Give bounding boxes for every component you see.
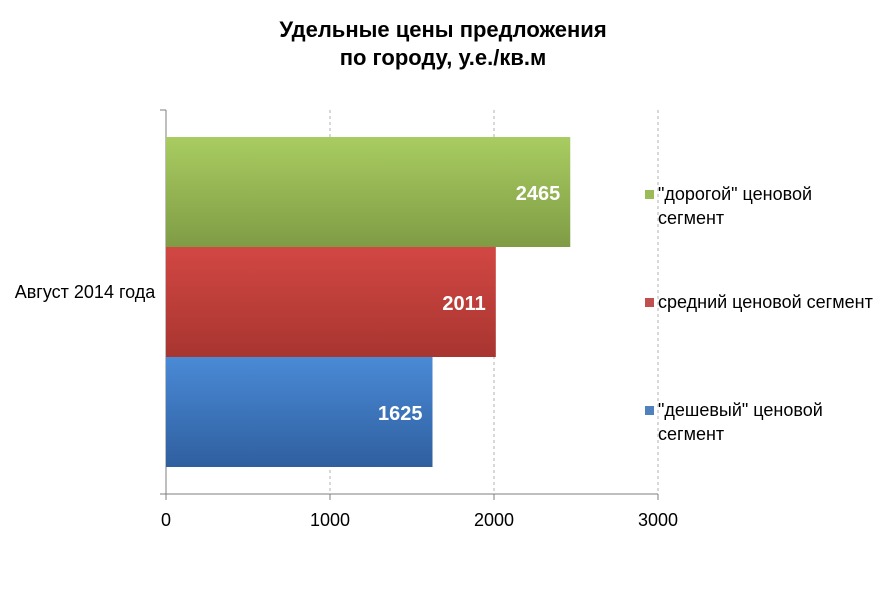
legend-swatch-cheap: [645, 406, 654, 415]
x-tick-label-1000: 1000: [310, 510, 350, 530]
data-labels: 2465 2011 1625: [378, 183, 560, 425]
chart-title-line-1: Удельные цены предложения: [279, 17, 607, 42]
x-tick-label-3000: 3000: [638, 510, 678, 530]
chart-title-line-2: по городу, у.е./кв.м: [339, 45, 547, 70]
bar-medium: [166, 247, 496, 357]
x-tick-labels: 0 1000 2000 3000: [161, 510, 678, 530]
data-label-medium: 2011: [442, 293, 485, 315]
legend-label-medium: средний ценовой сегмент: [658, 292, 873, 312]
legend-swatch-expensive: [645, 190, 654, 199]
data-label-cheap: 1625: [378, 403, 423, 425]
data-label-expensive: 2465: [516, 183, 561, 205]
category-label: Август 2014 года: [14, 282, 156, 302]
legend-label-cheap: "дешевый" ценовой сегмент: [658, 400, 823, 444]
chart-title: Удельные цены предложения по городу, у.е…: [0, 16, 886, 72]
x-tick-label-2000: 2000: [474, 510, 514, 530]
x-tick-label-0: 0: [161, 510, 171, 530]
bar-cheap: [166, 357, 433, 467]
legend-label-expensive: "дорогой" ценовой сегмент: [658, 184, 813, 228]
legend-swatch-medium: [645, 298, 654, 307]
bar-expensive: [166, 137, 571, 247]
bars: [166, 137, 571, 467]
